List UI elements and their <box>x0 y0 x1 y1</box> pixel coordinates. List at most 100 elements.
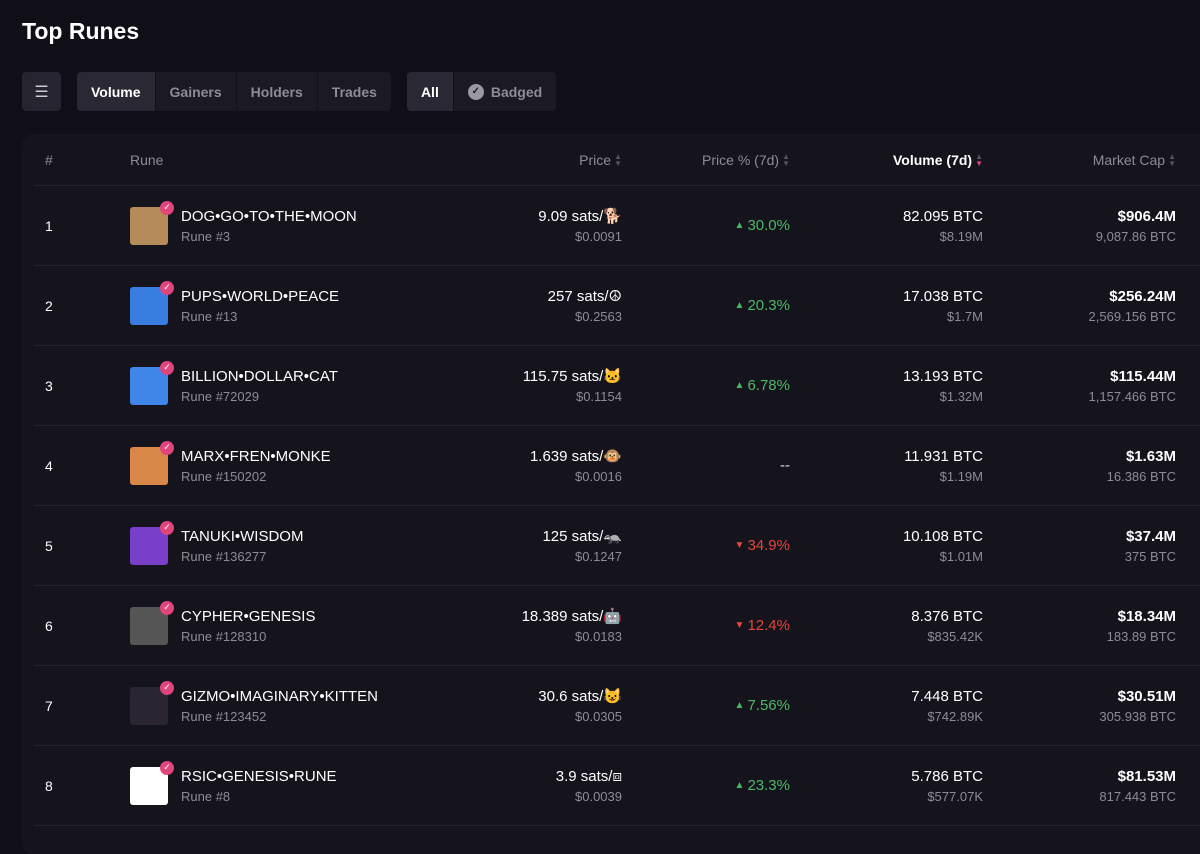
col-market-cap[interactable]: Market Cap ▲ ▼ <box>1093 134 1176 185</box>
tab-trades[interactable]: Trades <box>331 83 377 100</box>
market-cap-usd: $256.24M <box>1109 287 1176 305</box>
market-cap-usd: $18.34M <box>1117 607 1176 625</box>
rune-number: Rune #123452 <box>181 708 267 724</box>
market-cap-cell: $1.63M 16.386 BTC <box>1107 426 1176 505</box>
price-change-value: 23.3% <box>747 777 790 794</box>
market-cap-btc: 183.89 BTC <box>1106 628 1176 644</box>
price-sats: 3.9 sats/⧈ <box>555 767 622 785</box>
price-cell: 115.75 sats/🐱 $0.1154 <box>523 346 622 425</box>
rune-avatar: ✓ <box>130 600 174 645</box>
price-change: ▲ 20.3% <box>735 266 790 345</box>
tab-holders[interactable]: Holders <box>237 72 318 111</box>
rune-avatar: ✓ <box>130 680 174 725</box>
price-sats: 30.6 sats/😺 <box>538 688 622 705</box>
rune-name[interactable]: BILLION•DOLLAR•CAT <box>181 367 338 385</box>
table-row[interactable]: 8 ✓ RSIC•GENESIS•RUNE Rune #8 3.9 sats/⧈ $… <box>34 746 1200 826</box>
col-price-label: Price <box>579 151 612 168</box>
sort-icon: ▲ ▼ <box>782 151 790 168</box>
volume-cell: 7.448 BTC $742.89K <box>911 666 983 745</box>
table-row[interactable]: 4 ✓ MARX•FREN•MONKE Rune #150202 1.639 sa… <box>34 426 1200 506</box>
verified-badge-icon: ✓ <box>160 280 174 295</box>
volume-cell: 17.038 BTC $1.7M <box>903 266 983 345</box>
tab-volume[interactable]: Volume <box>77 72 156 111</box>
market-cap-cell: $115.44M 1,157.466 BTC <box>1089 346 1176 425</box>
price-change: -- <box>780 426 790 505</box>
price-usd: $0.2563 <box>575 309 622 324</box>
rune-avatar: ✓ <box>130 360 174 405</box>
rune-name[interactable]: DOG•GO•TO•THE•MOON <box>181 207 357 225</box>
price-change: ▼ 12.4% <box>735 586 790 665</box>
rune-name[interactable]: GIZMO•IMAGINARY•KITTEN <box>181 687 378 705</box>
volume-btc: 13.193 BTC <box>902 367 983 385</box>
market-cap-cell: $37.4M 375 BTC <box>1125 506 1176 585</box>
rune-name[interactable]: CYPHER•GENESIS <box>181 607 316 625</box>
market-cap-btc: 375 BTC <box>1124 548 1176 564</box>
filter-all[interactable]: All <box>406 72 454 111</box>
price-cell: 257 sats/☮ $0.2563 <box>548 266 622 345</box>
price-sats: 125 sats/🦡 <box>542 528 622 545</box>
tab-gainers[interactable]: Gainers <box>156 72 237 111</box>
verified-badge-icon: ✓ <box>160 760 174 775</box>
price-cell: 1.639 sats/🐵 $0.0016 <box>530 426 622 505</box>
rune-name[interactable]: MARX•FREN•MONKE <box>181 447 331 465</box>
price-usd: $0.0091 <box>575 229 622 244</box>
filter-button[interactable]: ☰ <box>22 72 61 111</box>
volume-usd: $1.01M <box>939 548 983 564</box>
market-cap-usd: $1.63M <box>1125 447 1176 465</box>
col-volume[interactable]: Volume (7d) ▲ ▼ <box>893 134 983 185</box>
market-cap-btc: 9,087.86 BTC <box>1095 228 1176 244</box>
volume-btc: 82.095 BTC <box>902 207 983 225</box>
rune-avatar: ✓ <box>130 280 174 325</box>
col-volume-label: Volume (7d) <box>893 151 973 168</box>
rank: 7 <box>45 697 53 714</box>
verified-badge-icon: ✓ <box>160 600 174 615</box>
sort-icon: ▲ ▼ <box>614 151 622 168</box>
price-cell: 125 sats/🦡 $0.1247 <box>542 506 622 585</box>
col-price-change[interactable]: Price % (7d) ▲ ▼ <box>702 134 790 185</box>
price-change-value: 6.78% <box>747 377 790 394</box>
table-row[interactable]: 1 ✓ DOG•GO•TO•THE•MOON Rune #3 9.09 sats/… <box>34 186 1200 266</box>
table-row[interactable]: 6 ✓ CYPHER•GENESIS Rune #128310 18.389 sa… <box>34 586 1200 666</box>
col-mcap-label: Market Cap <box>1092 151 1166 168</box>
rune-number: Rune #3 <box>181 228 231 244</box>
rune-name[interactable]: RSIC•GENESIS•RUNE <box>181 767 337 785</box>
arrow-down-icon: ▼ <box>734 620 745 631</box>
rank: 5 <box>45 537 53 554</box>
table-row[interactable]: 5 ✓ TANUKI•WISDOM Rune #136277 125 sats/🦡… <box>34 506 1200 586</box>
market-cap-cell: $30.51M 305.938 BTC <box>1099 666 1176 745</box>
verified-badge-icon: ✓ <box>160 440 174 455</box>
price-change-value: 30.0% <box>747 217 790 234</box>
table-row[interactable]: 7 ✓ GIZMO•IMAGINARY•KITTEN Rune #123452 3… <box>34 666 1200 746</box>
verified-badge-icon: ✓ <box>160 680 174 695</box>
rune-name[interactable]: PUPS•WORLD•PEACE <box>181 287 340 305</box>
col-price[interactable]: Price ▲ ▼ <box>579 134 622 185</box>
rune-number: Rune #136277 <box>181 548 267 564</box>
arrow-down-icon: ▼ <box>734 540 745 551</box>
rank: 6 <box>45 617 53 634</box>
arrow-up-icon: ▲ <box>734 220 745 231</box>
price-change: ▼ 34.9% <box>735 506 790 585</box>
filter-badged[interactable]: ✓ Badged <box>454 72 556 111</box>
rune-name[interactable]: TANUKI•WISDOM <box>181 527 304 545</box>
rune-avatar: ✓ <box>130 520 174 565</box>
page-title: Top Runes <box>22 18 140 44</box>
table-row[interactable]: 2 ✓ PUPS•WORLD•PEACE Rune #13 257 sats/☮ $… <box>34 266 1200 346</box>
price-usd: $0.1154 <box>575 389 622 404</box>
market-cap-usd: $30.51M <box>1117 687 1176 705</box>
rune-number: Rune #13 <box>181 308 238 324</box>
runes-table: # Rune Price ▲ ▼ Price % (7d) ▲ ▼ Volume (7d… <box>22 134 1200 854</box>
sort-desc-icon: ▲ ▼ <box>975 151 983 168</box>
rank: 8 <box>45 777 53 794</box>
price-sats: 115.75 sats/🐱 <box>522 368 622 385</box>
table-header: # Rune Price ▲ ▼ Price % (7d) ▲ ▼ Volume (7d… <box>34 134 1200 186</box>
table-row[interactable]: 3 ✓ BILLION•DOLLAR•CAT Rune #72029 115.75… <box>34 346 1200 426</box>
price-usd: $0.0039 <box>575 788 622 804</box>
rank: 3 <box>45 377 53 394</box>
market-cap-btc: 305.938 BTC <box>1099 708 1176 724</box>
rune-number: Rune #72029 <box>181 388 260 404</box>
rune-number: Rune #8 <box>181 788 231 804</box>
rune-cell: ✓ BILLION•DOLLAR•CAT Rune #72029 <box>130 346 338 425</box>
volume-cell: 10.108 BTC $1.01M <box>903 506 983 585</box>
rank: 1 <box>45 217 53 234</box>
price-change: ▲ 30.0% <box>735 186 790 265</box>
